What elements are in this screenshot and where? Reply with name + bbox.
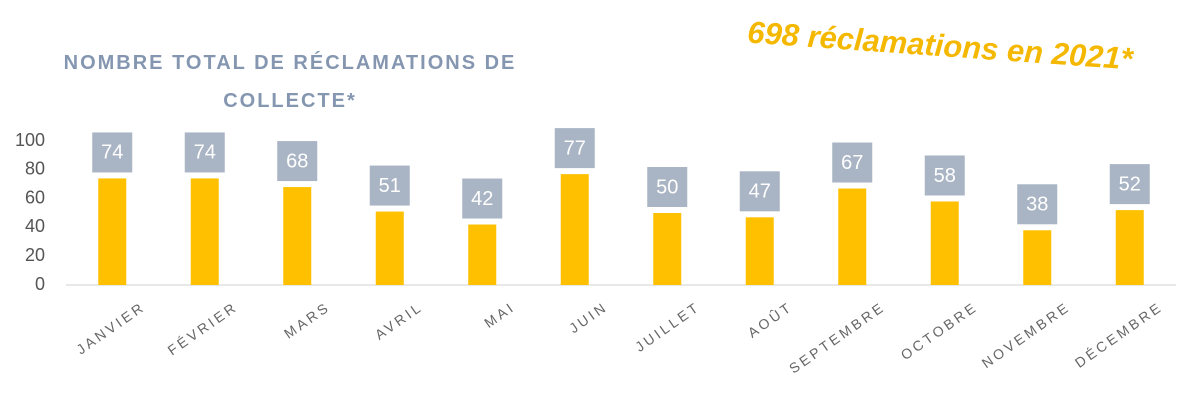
bar — [468, 224, 497, 285]
x-tick-label: FÉVRIER — [165, 298, 241, 358]
label-box — [184, 132, 225, 173]
bar — [98, 178, 127, 285]
label-box — [1109, 164, 1150, 205]
y-tick-label: 0 — [35, 274, 45, 294]
label-box — [739, 171, 780, 212]
label-box — [277, 141, 318, 182]
bar — [838, 188, 867, 285]
label-box — [554, 128, 595, 169]
y-tick-label: 100 — [15, 130, 45, 150]
label-box — [462, 178, 503, 219]
label-box — [924, 155, 965, 196]
data-label: 51 — [379, 175, 401, 197]
x-tick-label: SEPTEMBRE — [786, 298, 888, 376]
y-tick-label: 60 — [25, 187, 45, 207]
bar — [1115, 210, 1144, 285]
bar — [653, 213, 682, 285]
x-tick-label: NOVEMBRE — [979, 298, 1073, 371]
x-tick-label: JANVIER — [73, 298, 148, 357]
data-label: 74 — [194, 142, 216, 164]
data-label: 52 — [1119, 173, 1141, 195]
x-tick-label: DÉCEMBRE — [1072, 298, 1166, 370]
label-box — [92, 132, 133, 173]
bar — [745, 217, 774, 285]
data-label: 77 — [564, 137, 586, 159]
chart-title: NOMBRE TOTAL DE RÉCLAMATIONS DE COLLECTE… — [63, 52, 517, 112]
y-tick-label: 20 — [25, 245, 45, 265]
data-label: 47 — [749, 181, 771, 203]
data-label: 58 — [934, 165, 956, 187]
x-tick-label: JUILLET — [632, 298, 703, 354]
bar — [1023, 230, 1052, 285]
data-label: 67 — [841, 152, 863, 174]
label-box — [369, 165, 410, 206]
label-box — [1017, 184, 1058, 225]
x-tick-label: AVRIL — [372, 298, 426, 342]
x-tick-label: JUIN — [566, 298, 611, 336]
x-tick-label: AOÛT — [745, 298, 796, 340]
y-tick-label: 80 — [25, 159, 45, 179]
data-label: 38 — [1026, 194, 1048, 216]
x-tick-label: MARS — [281, 298, 333, 341]
bar — [560, 174, 589, 285]
data-label: 42 — [471, 188, 493, 210]
data-label: 50 — [656, 176, 678, 198]
bar — [190, 178, 219, 285]
bar — [283, 187, 312, 285]
label-box — [647, 167, 688, 207]
label-box — [832, 142, 873, 183]
x-tick-label: OCTOBRE — [898, 298, 981, 363]
data-label: 68 — [286, 150, 308, 172]
bar — [375, 211, 404, 285]
data-label: 74 — [101, 142, 123, 164]
x-tick-label: MAI — [481, 298, 518, 331]
bar — [930, 201, 959, 285]
y-tick-label: 40 — [25, 216, 45, 236]
